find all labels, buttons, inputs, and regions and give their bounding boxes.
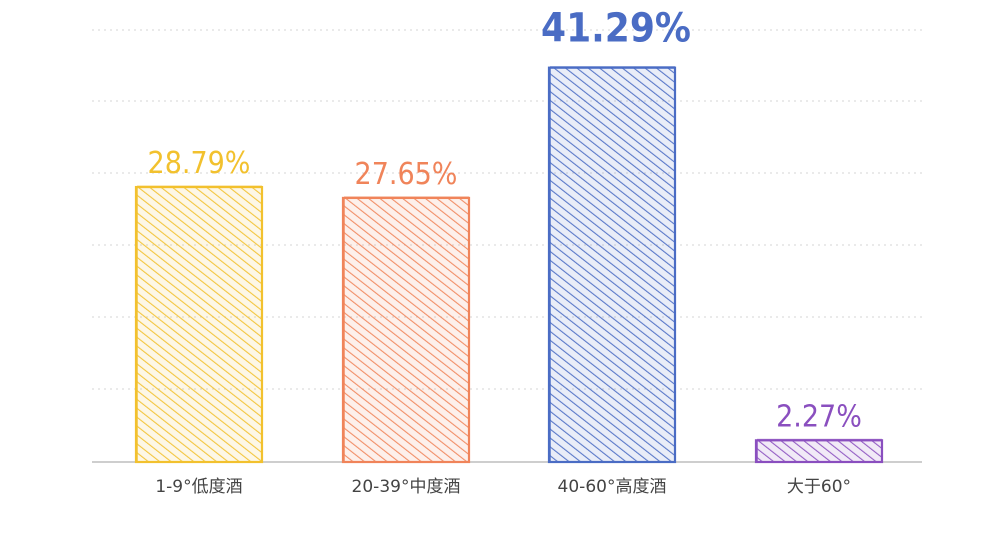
value-labels-group: 28.79% 27.65% 41.29% 2.27%	[148, 6, 862, 435]
bar	[547, 66, 677, 464]
value-label: 27.65%	[355, 157, 458, 192]
category-label: 大于60°	[787, 477, 851, 497]
category-label: 1-9°低度酒	[155, 477, 242, 497]
bar	[341, 196, 471, 464]
category-label: 40-60°高度酒	[558, 477, 667, 497]
value-label: 41.29%	[541, 6, 691, 52]
category-label: 20-39°中度酒	[352, 477, 461, 497]
bars-group	[134, 66, 884, 464]
bar	[134, 185, 264, 464]
value-label: 28.79%	[148, 146, 251, 181]
category-labels-group: 1-9°低度酒 20-39°中度酒 40-60°高度酒 大于60°	[155, 477, 851, 497]
bar	[754, 438, 884, 464]
value-label: 2.27%	[776, 399, 862, 434]
